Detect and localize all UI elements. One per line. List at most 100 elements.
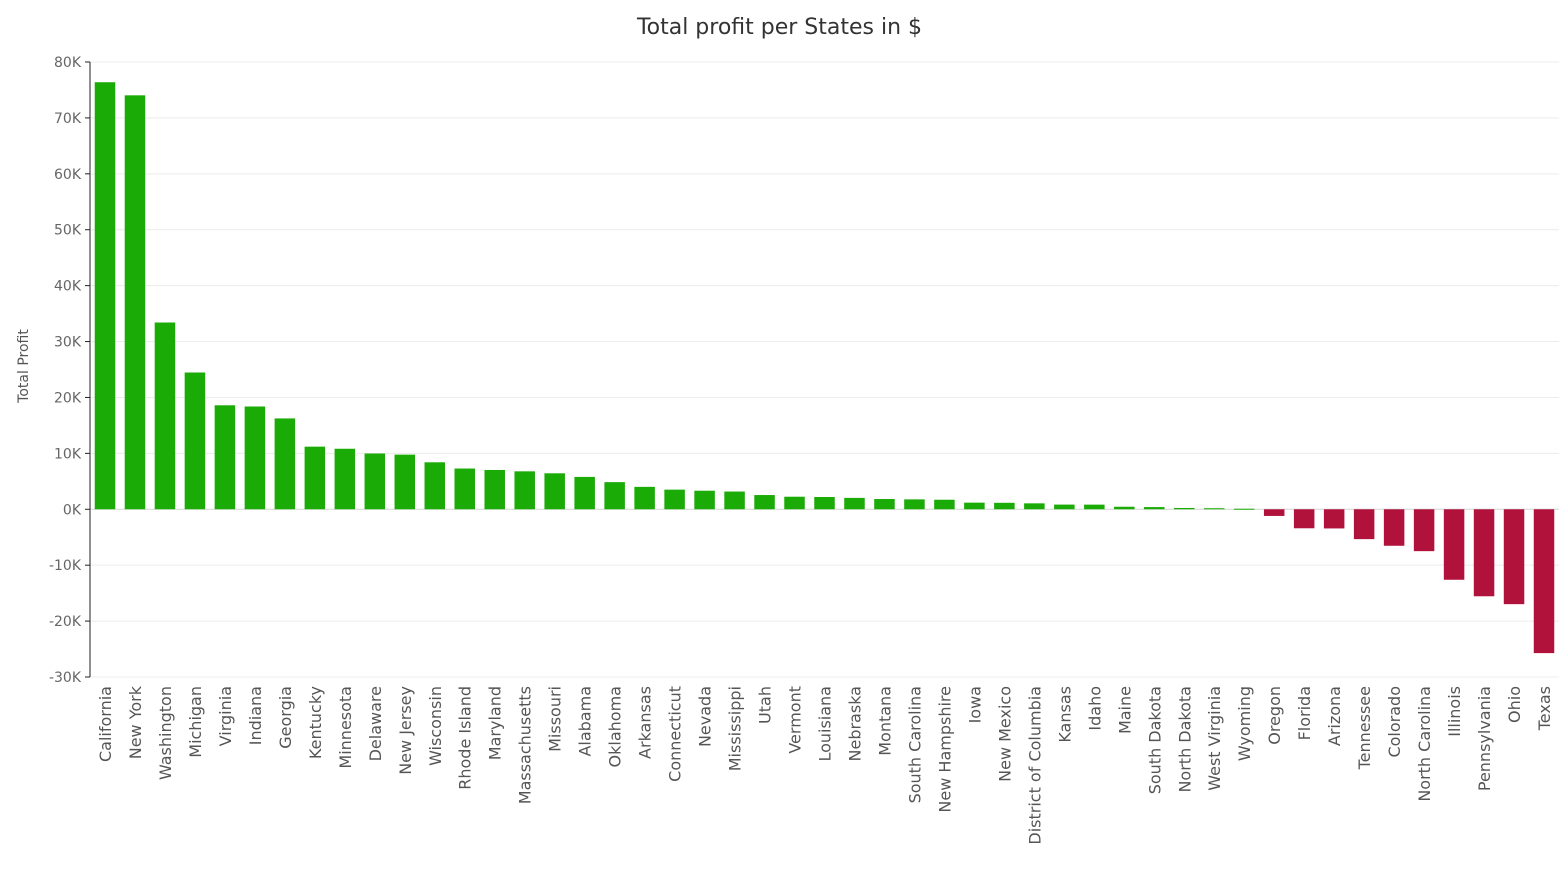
x-tick-label: Colorado: [1385, 686, 1404, 758]
x-tick-label: Iowa: [965, 686, 984, 723]
x-tick-label: Texas: [1535, 686, 1554, 731]
bar: [1443, 509, 1465, 580]
x-tick-label: Tennessee: [1355, 686, 1374, 770]
bar: [934, 499, 955, 510]
bar: [424, 462, 446, 510]
bar: [274, 418, 296, 510]
x-tick-label: Mississippi: [726, 686, 745, 771]
bar: [1353, 509, 1375, 540]
x-tick-label: Arkansas: [636, 686, 655, 759]
bar: [1473, 509, 1495, 597]
bar: [1084, 504, 1105, 510]
bars: [94, 82, 1555, 654]
bar: [394, 454, 416, 510]
bar: [1203, 508, 1225, 510]
bar: [814, 496, 835, 510]
bar: [1413, 509, 1435, 552]
bar: [484, 469, 505, 510]
bar: [604, 482, 625, 510]
bar: [1533, 509, 1555, 654]
bar: [1233, 508, 1255, 510]
x-tick-label: Illinois: [1445, 686, 1464, 737]
x-tick-label: North Carolina: [1415, 686, 1434, 802]
x-tick-label: Nebraska: [845, 686, 864, 761]
x-tick-label: Oklahoma: [606, 686, 625, 767]
bar: [454, 468, 475, 510]
bar: [514, 471, 535, 510]
x-tick-label: Delaware: [366, 686, 385, 761]
x-tick-label: Missouri: [546, 686, 565, 752]
bar: [1024, 503, 1045, 510]
y-tick-label: 30K: [54, 335, 82, 351]
x-tick-label: South Dakota: [1145, 686, 1164, 794]
bar: [154, 322, 176, 510]
y-tick-label: 20K: [54, 390, 82, 406]
bar: [1174, 507, 1195, 510]
bar: [214, 405, 236, 510]
bar: [724, 491, 745, 510]
bar: [1263, 509, 1285, 516]
x-tick-label: Pennsylvania: [1475, 686, 1494, 791]
y-axis: 80K 70K 60K 50K 40K 30K 20K 10K 0K -10K -20K -30K: [49, 55, 91, 686]
x-tick-label: Kansas: [1055, 686, 1074, 743]
bar: [1114, 506, 1135, 510]
bar: [364, 453, 386, 510]
x-tick-label: Maine: [1115, 686, 1134, 734]
x-tick-label: Massachusetts: [516, 686, 535, 804]
x-tick-label: Alabama: [576, 686, 595, 757]
bar: [184, 372, 206, 510]
bar: [334, 448, 356, 510]
chart-title: Total profit per States in $: [636, 15, 922, 40]
bar: [904, 499, 925, 510]
x-tick-label: West Virginia: [1205, 686, 1224, 791]
x-tick-label: Idaho: [1085, 686, 1104, 731]
x-tick-label: South Carolina: [905, 686, 924, 803]
bar: [874, 499, 895, 510]
x-tick-label: Arizona: [1325, 686, 1344, 746]
bar: [634, 486, 655, 510]
x-tick-label: Wisconsin: [426, 686, 445, 766]
bar: [1054, 504, 1075, 510]
x-tick-label: Washington: [156, 686, 175, 780]
bar: [844, 497, 865, 510]
y-tick-label: 0K: [63, 502, 82, 518]
bar: [1293, 509, 1315, 529]
y-tick-label: 70K: [54, 111, 82, 127]
x-tick-label: Florida: [1295, 686, 1314, 740]
bar: [1503, 509, 1525, 605]
x-tick-label: Michigan: [186, 686, 205, 758]
x-tick-label: Louisiana: [816, 686, 835, 762]
y-tick-label: 10K: [54, 446, 82, 462]
bar: [694, 490, 715, 510]
bar: [1383, 509, 1405, 546]
y-tick-label: 50K: [54, 223, 82, 239]
x-tick-label: Ohio: [1505, 686, 1524, 723]
x-tick-label: New Mexico: [995, 686, 1014, 782]
x-tick-label: New Jersey: [396, 686, 415, 775]
x-axis-labels: California New York Washington Michigan Virg…: [96, 685, 1554, 844]
bar: [784, 496, 805, 510]
x-tick-label: District of Columbia: [1025, 686, 1044, 845]
gridlines: [90, 61, 1559, 678]
bar: [1144, 507, 1165, 510]
bar: [964, 502, 985, 510]
y-tick-label: 80K: [54, 55, 82, 71]
y-tick-label: -20K: [49, 614, 82, 630]
x-tick-label: Minnesota: [336, 686, 355, 769]
x-tick-label: Utah: [756, 686, 775, 724]
y-tick-label: -10K: [49, 558, 82, 574]
x-tick-label: Virginia: [216, 686, 235, 746]
bar: [544, 473, 565, 510]
x-tick-label: Nevada: [696, 686, 715, 747]
x-tick-label: Kentucky: [306, 686, 325, 759]
x-tick-label: New York: [126, 685, 145, 759]
x-tick-label: Georgia: [276, 686, 295, 749]
x-tick-label: Rhode Island: [456, 686, 475, 790]
bar: [664, 489, 685, 510]
y-tick-label: -30K: [49, 670, 82, 686]
x-tick-label: Vermont: [786, 686, 805, 754]
x-tick-label: North Dakota: [1175, 686, 1194, 793]
x-tick-label: Maryland: [486, 686, 505, 760]
